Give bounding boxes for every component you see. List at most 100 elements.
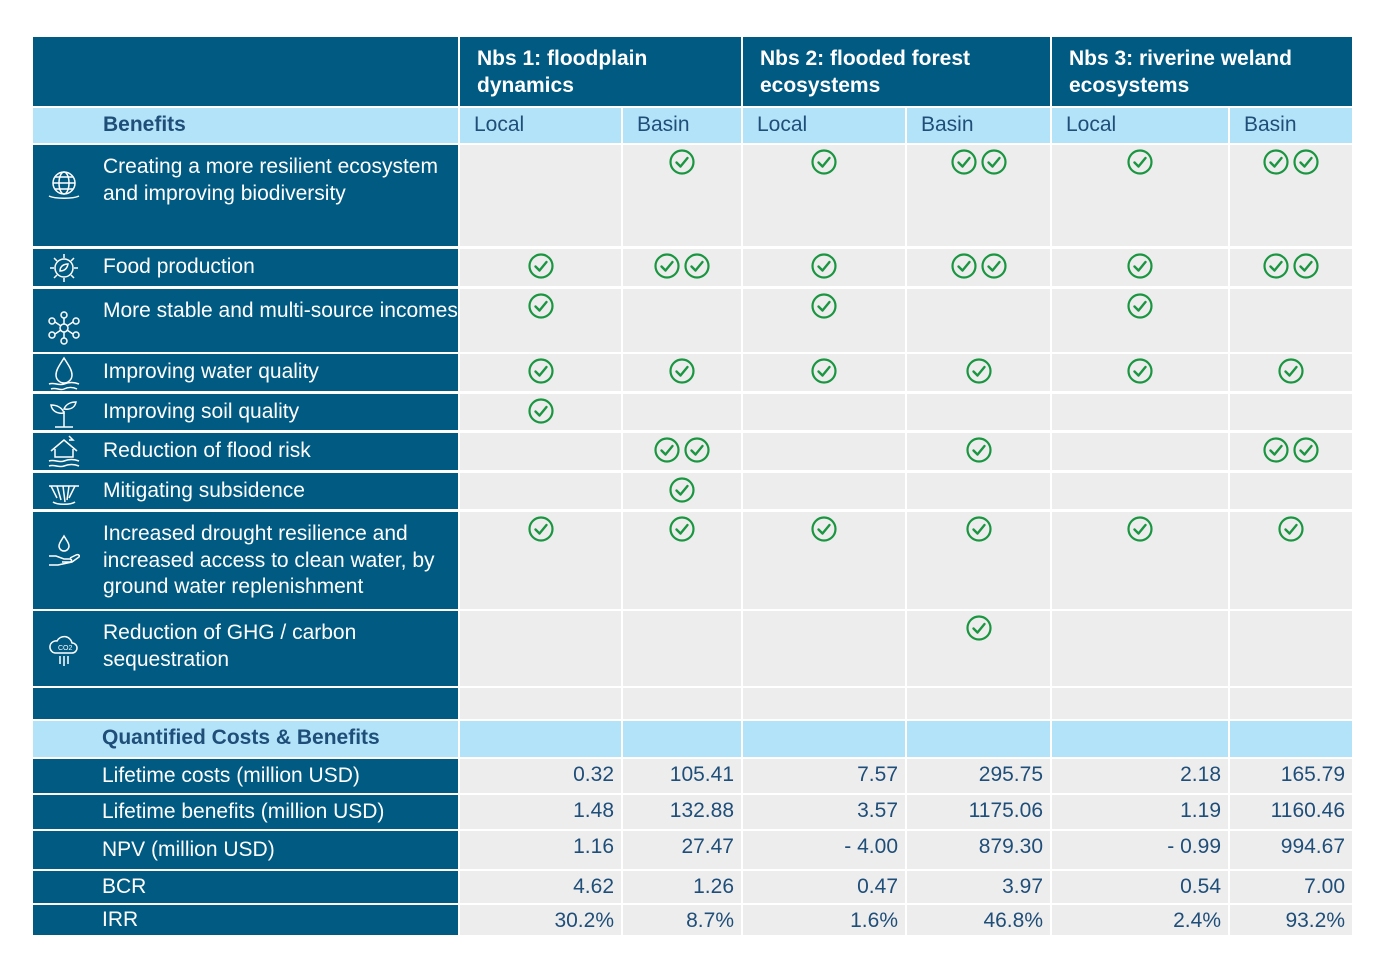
check-icon <box>1293 253 1319 279</box>
quantified-heading-cell <box>907 721 1050 757</box>
metric-value: 2.4% <box>1052 905 1228 935</box>
check-icon <box>684 437 710 463</box>
sprout-icon <box>50 401 77 428</box>
benefit-label-cell: Reduction of flood risk <box>33 433 458 470</box>
hand-water-icon <box>49 534 80 566</box>
metric-label: Lifetime benefits (million USD) <box>33 795 458 829</box>
nbs2-basin-cell <box>907 354 1050 391</box>
check-group <box>623 516 741 542</box>
nbs3-local-cell <box>1052 512 1228 609</box>
check-icon <box>811 358 837 384</box>
nbs3-basin-cell <box>1230 611 1352 686</box>
check-icon <box>1278 516 1304 542</box>
nbs3-title: Nbs 3: riverine weland ecosystems <box>1052 37 1352 106</box>
check-icon <box>1127 516 1153 542</box>
metric-label: Lifetime costs (million USD) <box>33 759 458 793</box>
check-group <box>1052 516 1228 542</box>
check-group <box>623 437 741 463</box>
benefit-label-cell: Increased drought resilience and increas… <box>33 512 458 609</box>
check-group <box>460 253 621 279</box>
gear-leaf-icon <box>50 253 78 282</box>
subsidence-icon <box>49 485 79 505</box>
metric-value: 4.62 <box>460 871 621 903</box>
metric-value: - 4.00 <box>743 831 905 869</box>
nbs1-basin-cell <box>623 354 741 391</box>
benefit-label: Mitigating subsidence <box>103 478 305 502</box>
check-icon <box>1263 437 1289 463</box>
check-icon <box>1263 149 1289 175</box>
nbs3-local-heading: Local <box>1052 108 1228 143</box>
check-icon <box>950 253 977 279</box>
metric-label: IRR <box>33 905 458 935</box>
nbs2-basin-heading: Basin <box>907 108 1050 143</box>
check-group <box>1230 437 1352 463</box>
metric-value: 165.79 <box>1230 759 1352 793</box>
check-icon <box>1127 253 1153 279</box>
metric-value: 295.75 <box>907 759 1050 793</box>
check-icon <box>669 516 695 542</box>
check-group <box>907 615 1050 641</box>
nbs2-basin-cell <box>907 249 1050 286</box>
benefit-label: Improving soil quality <box>103 399 300 423</box>
metric-value: 1.16 <box>460 831 621 869</box>
nbs1-basin-cell <box>623 394 741 430</box>
metric-value: 0.54 <box>1052 871 1228 903</box>
nbs1-local-heading: Local <box>460 108 621 143</box>
nbs2-local-cell <box>743 473 905 509</box>
check-icon <box>1293 149 1319 175</box>
nbs1-basin-cell <box>623 611 741 686</box>
check-group <box>623 149 741 175</box>
check-icon <box>980 149 1007 175</box>
check-icon <box>669 149 695 175</box>
nbs1-basin-heading: Basin <box>623 108 741 143</box>
nbs1-basin-cell <box>623 433 741 470</box>
metric-value: 3.57 <box>743 795 905 829</box>
check-group <box>1230 253 1352 279</box>
benefit-label: Reduction of GHG / carbon sequestration <box>103 621 357 671</box>
check-icon <box>684 253 710 279</box>
check-icon <box>527 516 554 542</box>
nbs2-basin-cell <box>907 394 1050 430</box>
metric-value: 1.19 <box>1052 795 1228 829</box>
nbs2-basin-cell <box>907 611 1050 686</box>
check-icon <box>1127 293 1153 319</box>
check-icon <box>965 358 992 384</box>
nbs1-local-cell <box>460 512 621 609</box>
network-icon <box>48 311 80 345</box>
check-icon <box>1127 358 1153 384</box>
nbs3-basin-cell <box>1230 473 1352 509</box>
nbs2-local-cell <box>743 433 905 470</box>
nbs2-basin-cell <box>907 433 1050 470</box>
benefit-label: Food production <box>103 255 255 279</box>
check-group <box>623 253 741 279</box>
nbs2-local-cell <box>743 512 905 609</box>
check-icon <box>654 253 680 279</box>
check-icon <box>811 149 837 175</box>
nbs2-local-heading: Local <box>743 108 905 143</box>
nbs3-basin-cell <box>1230 394 1352 430</box>
check-group <box>907 253 1050 279</box>
check-group <box>623 358 741 384</box>
metric-value: 1175.06 <box>907 795 1050 829</box>
nbs3-local-cell <box>1052 354 1228 391</box>
nbs3-local-cell <box>1052 289 1228 352</box>
check-group <box>1052 253 1228 279</box>
check-icon <box>811 253 837 279</box>
metric-value: 3.97 <box>907 871 1050 903</box>
metric-value: 7.57 <box>743 759 905 793</box>
nbs3-basin-heading: Basin <box>1230 108 1352 143</box>
nbs3-basin-cell <box>1230 512 1352 609</box>
quantified-heading-cell <box>743 721 905 757</box>
nbs1-local-cell <box>460 611 621 686</box>
nbs3-basin-cell <box>1230 354 1352 391</box>
check-group <box>1052 293 1228 319</box>
check-group <box>743 358 905 384</box>
nbs1-basin-cell <box>623 473 741 509</box>
metric-value: 1160.46 <box>1230 795 1352 829</box>
spacer-label-cell <box>33 688 458 719</box>
quantified-heading-cell <box>623 721 741 757</box>
benefits-table: Nbs 1: floodplain dynamics Nbs 2: floode… <box>33 37 1352 935</box>
metric-value: - 0.99 <box>1052 831 1228 869</box>
benefit-label-cell: More stable and multi-source incomes <box>33 289 458 352</box>
check-group <box>460 358 621 384</box>
